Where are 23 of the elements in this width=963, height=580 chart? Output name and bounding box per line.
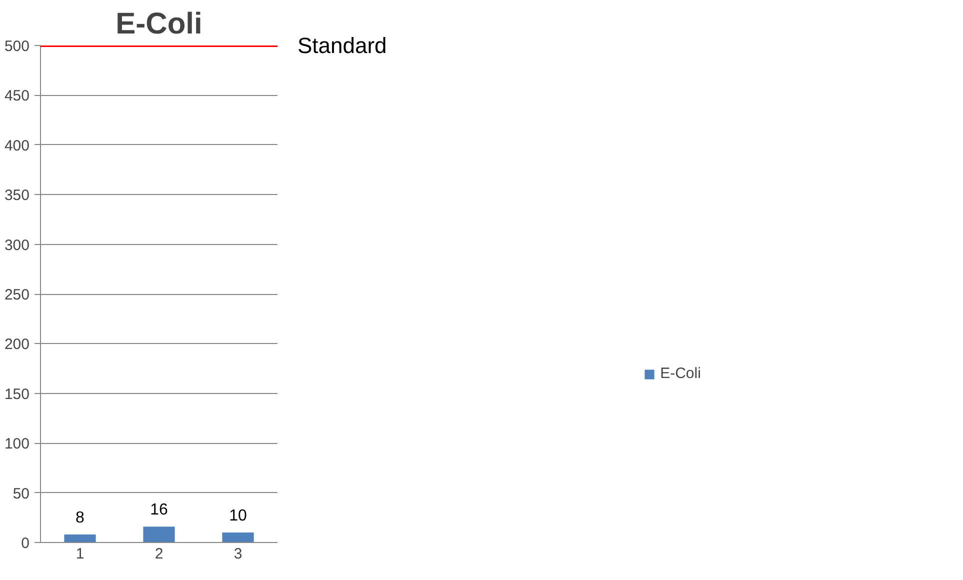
y-tick-label: 350 xyxy=(4,187,30,204)
y-tick-label: 400 xyxy=(4,137,30,154)
x-tick-label: 1 xyxy=(76,546,84,562)
data-label: 8 xyxy=(76,510,85,527)
bar xyxy=(64,534,96,542)
y-tick-label: 250 xyxy=(4,286,30,304)
data-label: 10 xyxy=(229,508,247,525)
x-tick-label: 2 xyxy=(154,546,164,562)
y-tick-label: 150 xyxy=(4,386,30,403)
y-tick-label: 450 xyxy=(4,88,30,105)
y-tick-label: 300 xyxy=(4,236,30,254)
y-tick-label: 200 xyxy=(4,336,30,354)
y-tick-label: 0 xyxy=(21,535,30,552)
x-tick-label: 3 xyxy=(234,546,242,562)
y-tick-label: 50 xyxy=(12,485,30,502)
bar xyxy=(143,526,175,542)
chart-title: E-Coli xyxy=(116,8,202,40)
data-label: 16 xyxy=(150,502,168,519)
bar xyxy=(222,532,254,542)
y-tick-label: 500 xyxy=(4,38,30,55)
ref-line-label: Standard xyxy=(298,33,387,58)
legend-label: E-Coli xyxy=(660,365,701,382)
y-tick-label: 100 xyxy=(4,436,30,453)
